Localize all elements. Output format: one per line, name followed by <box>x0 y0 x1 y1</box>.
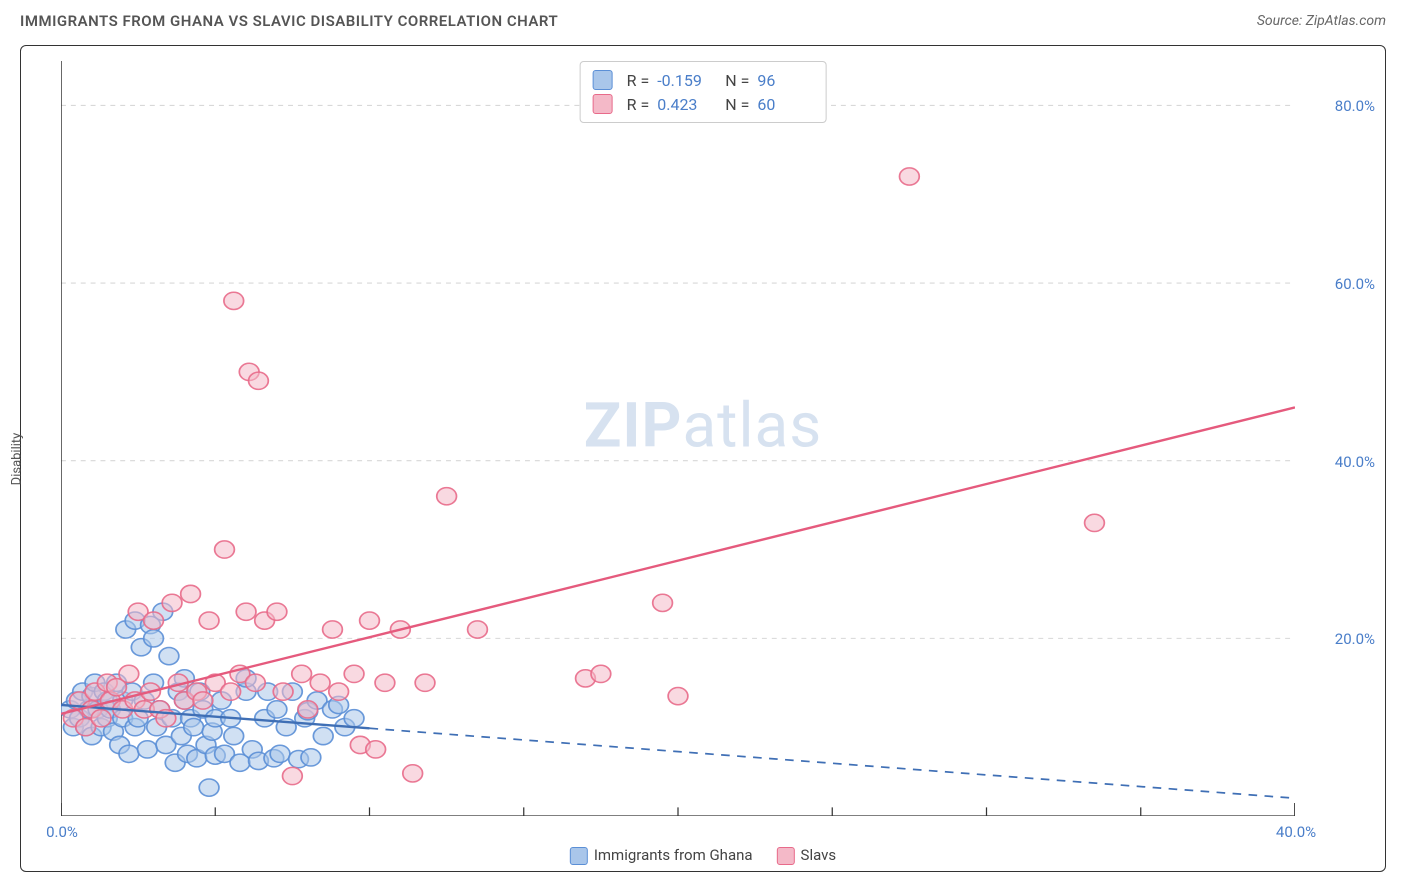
stat-r-label: R = <box>627 71 650 90</box>
bottom-legend: Immigrants from Ghana Slavs <box>570 846 836 865</box>
legend-swatch <box>570 847 588 865</box>
legend-label: Immigrants from Ghana <box>594 846 753 864</box>
stats-row: R = 0.423 N = 60 <box>593 92 814 116</box>
chart-container: Disability ZIPatlas R =-0.159 N =96R =0.… <box>20 45 1386 872</box>
stat-r-value: 0.423 <box>657 95 713 114</box>
y-axis-label: Disability <box>10 432 25 485</box>
x-tick-label: 40.0% <box>1276 823 1316 841</box>
y-tick-label: 40.0% <box>1335 453 1375 471</box>
plot-area <box>61 61 1295 816</box>
stats-swatch <box>593 70 613 90</box>
stats-legend: R = -0.159 N = 96 R = 0.423 N = 60 <box>580 61 827 123</box>
stat-r-label: R = <box>627 95 650 114</box>
stats-swatch <box>593 94 613 114</box>
legend-swatch <box>777 847 795 865</box>
legend-label: Slavs <box>801 846 837 864</box>
page-title: IMMIGRANTS FROM GHANA VS SLAVIC DISABILI… <box>20 12 558 30</box>
stats-row: R = -0.159 N = 96 <box>593 68 814 92</box>
stat-r-value: -0.159 <box>657 71 713 90</box>
stat-n-value: 60 <box>757 95 813 114</box>
stat-n-label: N = <box>721 95 749 114</box>
y-tick-label: 80.0% <box>1335 97 1375 115</box>
stat-n-value: 96 <box>757 71 813 90</box>
y-tick-label: 20.0% <box>1335 630 1375 648</box>
legend-item: Slavs <box>777 846 837 865</box>
x-tick-label: 0.0% <box>46 823 78 841</box>
stat-n-label: N = <box>721 71 749 90</box>
source-label: Source: ZipAtlas.com <box>1257 13 1386 29</box>
legend-item: Immigrants from Ghana <box>570 846 753 865</box>
y-tick-label: 60.0% <box>1335 275 1375 293</box>
